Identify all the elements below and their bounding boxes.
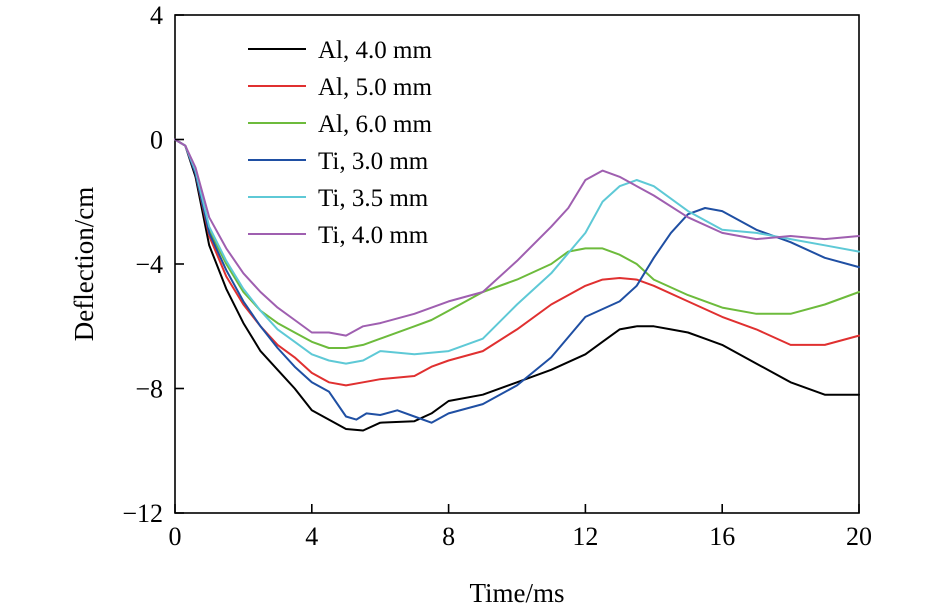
y-tick-label: −8: [135, 375, 163, 404]
x-tick-label: 12: [572, 522, 598, 551]
legend-label: Al, 6.0 mm: [318, 111, 432, 138]
x-tick-label: 20: [846, 522, 872, 551]
y-axis-label: Deflection/cm: [69, 187, 99, 341]
x-axis: 0 4 8 12 16 20: [169, 504, 872, 551]
legend-label: Al, 4.0 mm: [318, 37, 432, 64]
y-tick-label: −4: [135, 250, 163, 279]
legend-label: Ti, 3.5 mm: [318, 185, 429, 212]
x-tick-label: 16: [709, 522, 735, 551]
y-tick-label: 0: [150, 126, 163, 155]
x-tick-label: 0: [169, 522, 182, 551]
y-tick-label: −12: [122, 499, 163, 528]
legend: Al, 4.0 mm Al, 5.0 mm Al, 6.0 mm Ti, 3.0 mm…: [248, 37, 432, 249]
y-axis: −12 −8 −4 0 4: [122, 1, 184, 528]
series-line-2: [174, 138, 860, 387]
legend-label: Ti, 3.0 mm: [318, 148, 429, 175]
series-line-4: [174, 138, 860, 424]
series-line-5: [174, 138, 860, 365]
series-line-1: [174, 138, 860, 432]
series-line-6: [174, 138, 860, 337]
legend-label: Al, 5.0 mm: [318, 74, 432, 101]
legend-label: Ti, 4.0 mm: [318, 222, 429, 249]
x-axis-label: Time/ms: [469, 578, 564, 608]
series-line-3: [174, 138, 860, 349]
y-tick-label: 4: [150, 1, 163, 30]
x-tick-label: 8: [442, 522, 455, 551]
series-group: [174, 138, 860, 432]
x-tick-label: 4: [305, 522, 318, 551]
